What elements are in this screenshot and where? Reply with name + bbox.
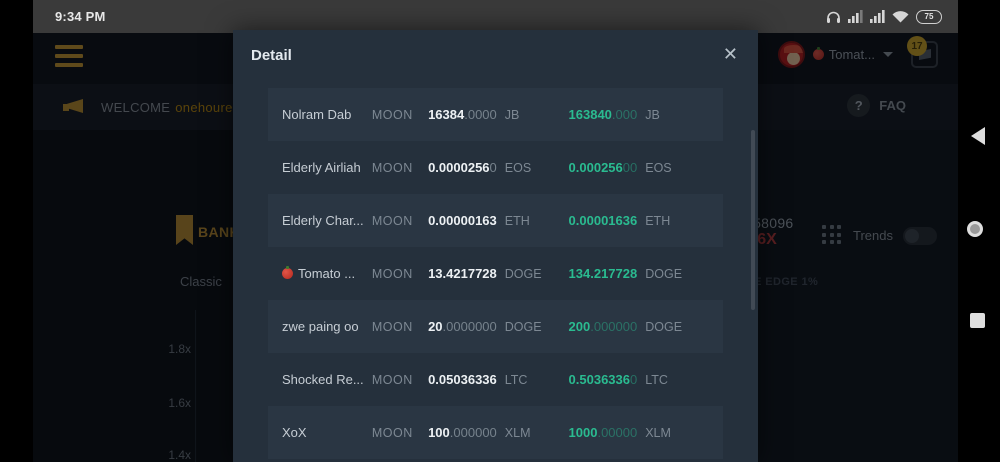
game-name: MOON [371, 266, 413, 281]
signal-icon [848, 10, 863, 23]
bet-amount: 16384.0000 JB [428, 107, 520, 122]
win-amount: 0.00001636 ETH [568, 213, 671, 228]
bet-amount: 100.000000 XLM [428, 425, 531, 440]
status-bar: 9:34 PM 75 [33, 0, 958, 33]
win-amount: 134.217728 DOGE [568, 266, 683, 281]
game-name: MOON [371, 160, 413, 175]
table-row: Tomato ... MOON 13.4217728 DOGE 134.2177… [268, 247, 723, 300]
win-amount: 163840.000 JB [568, 107, 660, 122]
battery-icon: 75 [916, 9, 942, 24]
player-name: zwe paing oo [282, 319, 359, 334]
table-row: Elderly Airliah MOON 0.00002560 EOS 0.00… [268, 141, 723, 194]
table-row: XoX MOON 100.000000 XLM 1000.00000 XLM [268, 406, 723, 459]
back-icon[interactable] [971, 127, 985, 145]
android-nav-bar [958, 0, 1000, 462]
detail-modal: Detail ✕ Nolram Dab MOON 16384.0000 JB 1… [233, 30, 758, 462]
headset-icon [826, 10, 841, 24]
game-name: MOON [371, 319, 413, 334]
home-icon[interactable] [967, 221, 983, 237]
signal-icon-2 [870, 10, 885, 23]
close-icon[interactable]: ✕ [722, 44, 738, 64]
game-name: MOON [371, 213, 413, 228]
recents-icon[interactable] [970, 313, 985, 328]
game-name: MOON [371, 372, 413, 387]
player-name: Nolram Dab [282, 107, 352, 122]
player-name: Elderly Char... [282, 213, 364, 228]
win-amount: 200.000000 DOGE [568, 319, 683, 334]
table-row: zwe paing oo MOON 20.0000000 DOGE 200.00… [268, 300, 723, 353]
table-row: Shocked Re... MOON 0.05036336 LTC 0.5036… [268, 353, 723, 406]
win-amount: 1000.00000 XLM [568, 425, 671, 440]
player-name: Tomato ... [282, 266, 372, 281]
bet-amount: 13.4217728 DOGE [428, 266, 542, 281]
battery-level: 75 [924, 12, 934, 21]
tomato-icon [282, 266, 293, 279]
player-name: Shocked Re... [282, 372, 364, 387]
win-amount: 0.00025600 EOS [568, 160, 672, 175]
table-row: Elderly Char... MOON 0.00000163 ETH 0.00… [268, 194, 723, 247]
modal-header: Detail ✕ [233, 30, 758, 86]
game-name: MOON [371, 107, 413, 122]
bet-amount: 0.00002560 EOS [428, 160, 532, 175]
bet-list: Nolram Dab MOON 16384.0000 JB 163840.000… [268, 88, 723, 459]
game-name: MOON [371, 425, 413, 440]
player-name: XoX [282, 425, 307, 440]
bet-amount: 0.00000163 ETH [428, 213, 530, 228]
clock: 9:34 PM [55, 9, 106, 24]
table-row: Nolram Dab MOON 16384.0000 JB 163840.000… [268, 88, 723, 141]
bet-amount: 0.05036336 LTC [428, 372, 528, 387]
wifi-icon [892, 10, 909, 23]
bet-amount: 20.0000000 DOGE [428, 319, 542, 334]
modal-title: Detail [251, 47, 292, 64]
player-name: Elderly Airliah [282, 160, 361, 175]
win-amount: 0.50363360 LTC [568, 372, 668, 387]
scrollbar[interactable] [751, 130, 755, 310]
